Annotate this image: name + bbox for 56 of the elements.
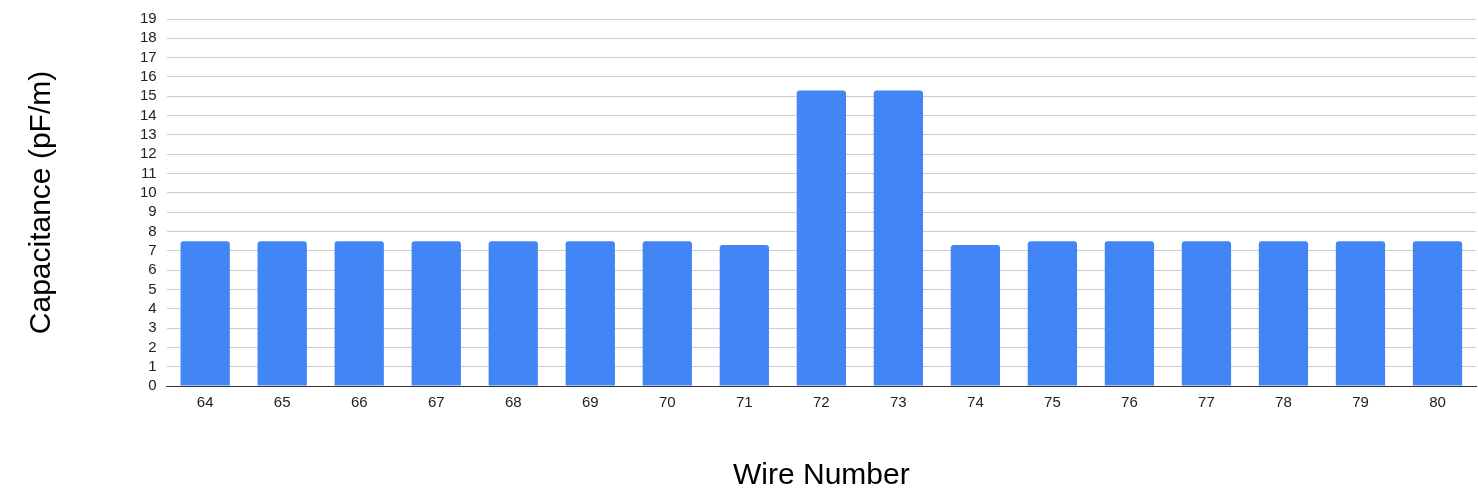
y-tick-label: 7 [148,240,157,258]
y-tick-label: 14 [140,105,157,123]
x-tick-label: 64 [196,393,214,411]
y-tick-label: 16 [140,67,157,85]
bar [488,241,538,386]
x-tick-label: 78 [1275,393,1292,411]
x-tick-label: 77 [1198,393,1215,411]
x-tick-label: 67 [427,393,445,411]
y-tick-label: 8 [148,221,157,239]
y-tick-label: 3 [148,318,157,336]
y-tick-label: 0 [148,376,157,394]
bar [565,241,615,386]
x-tick-label: 65 [273,393,291,411]
bar [180,241,230,386]
bar [1104,241,1155,386]
x-tick-label: 71 [735,393,753,411]
x-tick-label: 72 [813,393,830,411]
bar [950,245,1001,386]
bar [796,90,846,386]
y-tick-label: 15 [140,86,157,104]
bar [642,241,692,386]
y-tick-label: 1 [148,356,157,374]
x-tick-label: 75 [1044,393,1061,411]
y-axis-title: Capacitance (pF/m) [23,70,57,335]
x-tick-label: 80 [1429,393,1446,411]
bar [334,241,384,386]
x-axis-title: Wire Number [732,457,910,491]
x-tick-label: 73 [890,393,907,411]
bar [1412,241,1463,386]
y-tick-label: 17 [140,47,157,65]
y-tick-label: 9 [148,202,157,220]
x-tick-label: 74 [967,393,984,411]
bar [1258,241,1309,386]
x-tick-label: 79 [1352,393,1369,411]
bar [873,90,924,386]
y-tick-label: 5 [148,279,157,297]
y-tick-label: 2 [148,337,157,355]
bar [1335,241,1386,386]
x-tick-label: 70 [658,393,676,411]
bar [1027,241,1078,386]
bar [411,241,461,386]
y-tick-label: 6 [148,260,157,278]
x-tick-label: 76 [1121,393,1138,411]
y-tick-label: 10 [140,182,157,200]
x-tick-label: 68 [504,393,522,411]
bar [257,241,307,386]
y-tick-label: 19 [140,9,157,27]
y-tick-label: 12 [140,144,157,162]
bar [719,245,769,386]
y-tick-label: 18 [140,28,157,46]
bar [1181,241,1232,386]
x-tick-label: 66 [350,393,368,411]
y-tick-label: 4 [148,298,157,316]
y-tick-label: 11 [141,163,157,181]
y-tick-label: 13 [140,125,157,143]
x-tick-label: 69 [581,393,599,411]
